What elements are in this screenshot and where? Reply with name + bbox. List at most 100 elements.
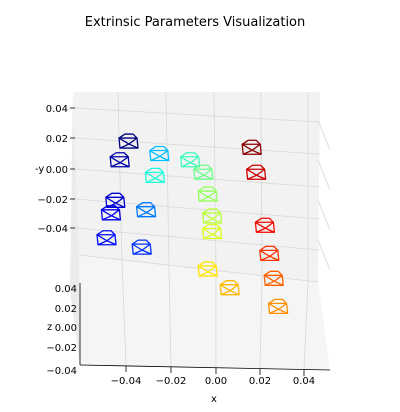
- y-axis-label: -y: [35, 164, 44, 175]
- x-tick-label: 0.02: [249, 376, 271, 387]
- camera-axis: [256, 227, 266, 233]
- x-tick-label: 0.04: [293, 376, 315, 387]
- y-tick-label: 0.02: [46, 134, 68, 145]
- camera-marker: [118, 133, 139, 149]
- camera-axis: [102, 215, 112, 221]
- camera-roof: [149, 145, 169, 152]
- x-tick-label: −0.04: [111, 376, 142, 387]
- camera-roof: [180, 152, 200, 158]
- x-axis-label: x: [211, 394, 217, 405]
- camera-marker: [263, 270, 284, 286]
- camera-axis: [203, 174, 214, 180]
- gridline-horizontal: [74, 198, 320, 220]
- camera-marker: [144, 167, 166, 184]
- camera-axis: [247, 174, 257, 180]
- camera-axis: [150, 155, 161, 162]
- z-tick-labels: 0.04 0.02 0.00 −0.02 −0.04: [46, 284, 77, 377]
- camera-roof: [259, 245, 279, 251]
- gridline-floor: [303, 281, 309, 371]
- camera-axis: [181, 162, 191, 168]
- gridline-floor: [168, 266, 172, 368]
- side-pane: [70, 92, 80, 365]
- axis-lines: [79, 283, 331, 371]
- gridline-vertical: [213, 91, 217, 273]
- camera-marker: [201, 208, 223, 224]
- y-tick-labels: 0.04 0.02 0.00 −0.02 −0.04: [37, 104, 75, 235]
- gridlines: [74, 91, 331, 371]
- camera-axis: [146, 177, 156, 183]
- camera-axis: [97, 240, 108, 246]
- z-tick-label: 0.02: [55, 304, 77, 315]
- camera-roof: [197, 261, 217, 267]
- camera-axis: [132, 249, 143, 255]
- gridline-vertical: [117, 91, 123, 263]
- chart-title: Extrinsic Parameters Visualization: [85, 15, 306, 30]
- z-tick-label: −0.04: [46, 366, 77, 377]
- camera-axis: [155, 177, 165, 183]
- camera-axis: [265, 227, 275, 233]
- camera-axis: [198, 196, 209, 202]
- camera-roof: [131, 239, 151, 245]
- camera-axis: [269, 255, 280, 261]
- gridline-floor: [121, 261, 127, 367]
- camera-marker: [219, 280, 240, 296]
- camera-axis: [119, 143, 130, 149]
- camera-axis: [106, 240, 117, 246]
- camera-axis: [141, 249, 152, 255]
- camera-roof: [241, 139, 261, 145]
- camera-axis: [146, 212, 156, 218]
- camera-marker: [259, 245, 280, 262]
- camera-marker: [267, 298, 289, 315]
- camera-marker: [241, 139, 262, 155]
- camera-axis: [220, 290, 231, 296]
- camera-axis: [203, 218, 213, 224]
- camera-marker: [197, 261, 218, 277]
- camera-axis: [128, 143, 139, 149]
- camera-axis: [256, 174, 266, 180]
- x-tick-label: 0.00: [205, 376, 227, 387]
- camera-axis: [111, 215, 121, 221]
- camera-marker: [109, 152, 130, 168]
- camera-axis: [273, 280, 284, 286]
- camera-axis: [278, 308, 288, 314]
- x-tick-label: −0.02: [156, 376, 187, 387]
- camera-marker: [105, 192, 126, 208]
- camera-axis: [212, 218, 222, 224]
- camera-marker: [245, 164, 267, 180]
- y-tick-label: −0.02: [37, 195, 68, 206]
- y-tick-label: −0.04: [37, 224, 68, 235]
- camera-axis: [207, 196, 218, 202]
- z-tick-label: 0.00: [55, 323, 77, 334]
- back-pane: [73, 92, 320, 282]
- camera-axis: [264, 280, 275, 286]
- camera-marker: [197, 186, 218, 202]
- z-tick-label: −0.02: [46, 343, 77, 354]
- gridline-side: [317, 199, 331, 231]
- camera-marker: [254, 217, 276, 233]
- gridline-vertical: [165, 91, 170, 268]
- gridline-floor: [259, 276, 263, 370]
- x-axis-line: [79, 364, 331, 371]
- camera-roof: [118, 133, 138, 139]
- camera-axis: [115, 202, 126, 208]
- camera-roof: [255, 217, 274, 223]
- z-tick-label: 0.04: [55, 284, 77, 295]
- camera-roof: [105, 192, 125, 198]
- camera-markers: [96, 133, 289, 315]
- camera-roof: [202, 223, 222, 230]
- camera-roof: [136, 202, 156, 208]
- camera-axis: [137, 212, 147, 218]
- camera-roof: [101, 205, 120, 211]
- camera-axis: [229, 290, 240, 296]
- camera-axis: [260, 255, 271, 261]
- z-axis-label: z: [47, 322, 52, 333]
- gridline-horizontal: [74, 227, 320, 251]
- camera-axis: [110, 162, 121, 168]
- camera-marker: [149, 145, 170, 162]
- camera-roof: [246, 164, 266, 170]
- camera-roof: [202, 208, 222, 214]
- camera-roof: [193, 164, 213, 170]
- x-tick-labels: −0.04 −0.02 0.00 0.02 0.04: [111, 366, 315, 387]
- gridline-horizontal: [74, 137, 320, 155]
